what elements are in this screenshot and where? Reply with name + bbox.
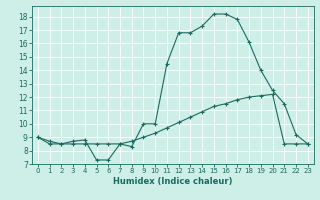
X-axis label: Humidex (Indice chaleur): Humidex (Indice chaleur) — [113, 177, 233, 186]
